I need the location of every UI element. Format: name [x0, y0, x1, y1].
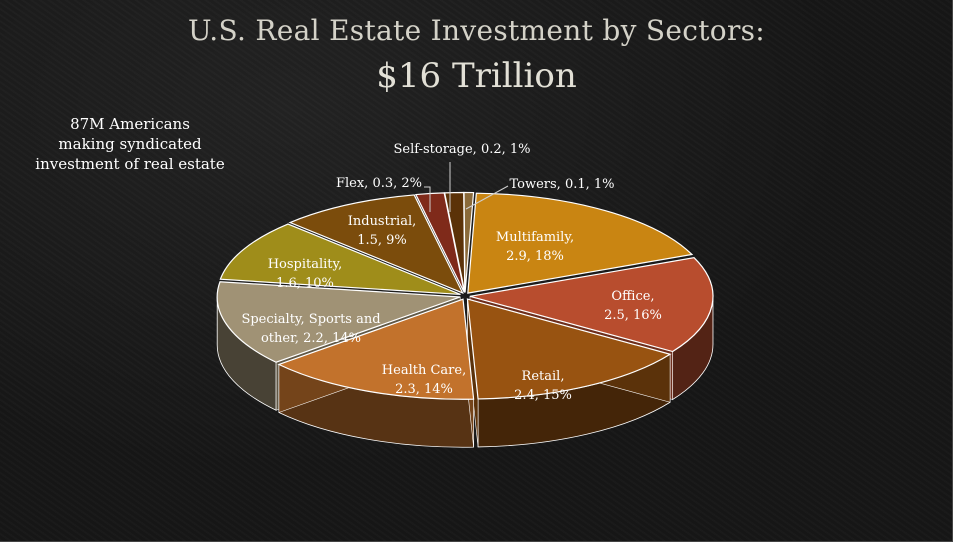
- side-note-line: 87M Americans: [70, 115, 190, 133]
- side-note-line: making syndicated: [58, 135, 202, 153]
- leader-line-towers: [465, 185, 509, 210]
- data-label-hospitality: Hospitality, 1.6, 10%: [268, 257, 343, 291]
- pie-slice-towers: [463, 191, 475, 293]
- pie-top-faces: [216, 191, 714, 400]
- data-label-health-care: Health Care, 2.3, 14%: [382, 363, 466, 397]
- pie-data-labels: Multifamily, 2.9, 18% Office, 2.5, 16% Retai…: [241, 142, 661, 403]
- pie-slice-office: [469, 257, 714, 353]
- data-label-specialty-sports-and-other: Specialty, Sports and other, 2.2, 14%: [241, 312, 380, 346]
- chart-title: U.S. Real Estate Investment by Sectors:: [187, 14, 766, 47]
- data-label-towers: Towers, 0.1, 1%: [509, 177, 614, 192]
- chart-subtitle-total: $16 Trillion: [376, 56, 577, 96]
- leader-line-flex: [424, 186, 431, 212]
- data-label-industrial: Industrial, 1.5, 9%: [348, 214, 417, 248]
- pie-slice-retail: [466, 298, 672, 400]
- data-label-multifamily: Multifamily, 2.9, 18%: [496, 230, 574, 264]
- pie-slice-health-care: [277, 298, 475, 400]
- data-label-retail: Retail, 2.4, 15%: [514, 369, 572, 403]
- pie-slice-specialty-sports-and-other: [216, 281, 461, 363]
- pie-slice-industrial: [288, 194, 464, 295]
- side-note-line: investment of real estate: [35, 155, 225, 173]
- data-label-self-storage: Self-storage, 0.2, 1%: [393, 142, 530, 157]
- pie-slice-multifamily: [467, 192, 694, 294]
- side-note: 87M Americans making syndicated investme…: [30, 114, 230, 174]
- data-label-flex: Flex, 0.3, 2%: [336, 176, 422, 191]
- pie-slice-hospitality: [219, 223, 461, 296]
- data-label-office: Office, 2.5, 16%: [604, 289, 662, 323]
